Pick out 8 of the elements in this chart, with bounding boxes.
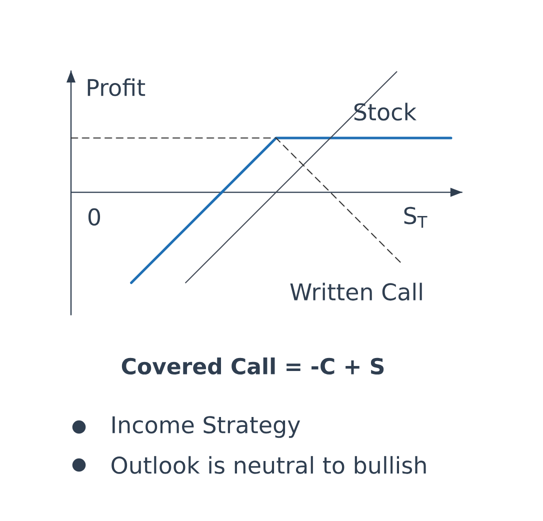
text: Covered Call = -C + S <box>122 357 384 374</box>
text: Outlook is neutral to bullish <box>112 456 426 474</box>
x-axis-title: S$_{T}$ <box>404 206 428 228</box>
text: Income Strategy <box>112 416 300 438</box>
annotation: 0 <box>88 208 100 226</box>
y-axis-title: Profit <box>88 78 146 96</box>
series-label: Stock <box>354 102 416 121</box>
series-label: Written Call <box>290 282 422 301</box>
